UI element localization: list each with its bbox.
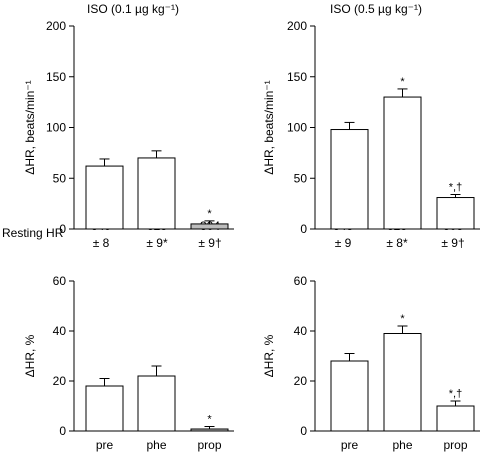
y-tick-label: 20 (53, 374, 67, 388)
bar (85, 165, 124, 230)
x-tick-label: phe (392, 438, 412, 452)
x-tick-label: prop (197, 438, 221, 452)
bar (137, 375, 176, 432)
x-tick-label: prop (443, 438, 467, 452)
resting-hr-right-1-sem: ± 9 (335, 236, 352, 250)
resting-hr-left-1-sem: ± 8 (93, 236, 110, 250)
y-tick-label: 0 (300, 424, 307, 438)
y-tick-label: 20 (294, 374, 308, 388)
bar (383, 96, 422, 230)
chart-panel-3: 0 20 40 60 ΔHR, % pre phe * prop (23, 274, 234, 452)
significance-label: * (400, 313, 405, 325)
bar (137, 157, 176, 230)
x-tick-label: phe (146, 438, 166, 452)
y-tick-label: 100 (46, 121, 66, 135)
bar (85, 385, 124, 432)
bar (436, 197, 475, 230)
y-tick-label: 60 (53, 274, 67, 288)
y-axis-label: ΔHR, beats/min⁻¹ (262, 80, 276, 174)
x-tick-label: pre (341, 438, 359, 452)
y-tick-label: 150 (46, 70, 66, 84)
y-tick-label: 200 (46, 19, 66, 33)
y-tick-label: 40 (53, 324, 67, 338)
y-tick-label: 50 (294, 171, 308, 185)
significance-label: * (207, 208, 212, 220)
bar (436, 405, 475, 432)
y-tick-label: 150 (287, 70, 307, 84)
chart-panel-2: 0 50 100 150 200 ΔHR, beats/min⁻¹ ISO (0.5 µg … (262, 2, 480, 236)
significance-label: *,† (449, 181, 462, 193)
resting-hr-right-2-sem: ± 8* (386, 236, 408, 250)
y-axis-label: ΔHR, beats/min⁻¹ (23, 80, 37, 174)
y-tick-label: 0 (59, 222, 66, 236)
significance-label: * (207, 414, 212, 426)
y-tick-label: 200 (287, 19, 307, 33)
y-tick-label: 60 (294, 274, 308, 288)
chart-panel-4: 0 20 40 60 ΔHR, % pre * phe *,† prop (262, 274, 480, 452)
y-axis-label: ΔHR, % (262, 334, 276, 377)
y-tick-label: 40 (294, 324, 308, 338)
resting-hr-right-3-sem: ± 9† (441, 236, 464, 250)
significance-label: *,† (449, 388, 462, 400)
resting-hr-left-3-sem: ± 9† (198, 236, 221, 250)
chart-title: ISO (0.5 µg kg⁻¹) (330, 2, 422, 16)
chart-title: ISO (0.1 µg kg⁻¹) (87, 2, 179, 16)
resting-hr-left-2-sem: ± 9* (146, 236, 168, 250)
y-tick-label: 0 (300, 222, 307, 236)
x-tick-label: pre (96, 438, 114, 452)
y-axis-label: ΔHR, % (23, 334, 37, 377)
bar (330, 129, 369, 230)
y-tick-label: 0 (59, 424, 66, 438)
bar (330, 360, 369, 432)
bar (190, 223, 229, 230)
y-tick-label: 50 (53, 171, 67, 185)
y-tick-label: 100 (287, 121, 307, 135)
chart-panel-1: 0 50 100 150 200 ΔHR, beats/min⁻¹ ISO (0.1 µg … (23, 2, 234, 236)
significance-label: * (400, 76, 405, 88)
resting-hr-label: Resting HR (2, 226, 64, 240)
bar (383, 333, 422, 432)
